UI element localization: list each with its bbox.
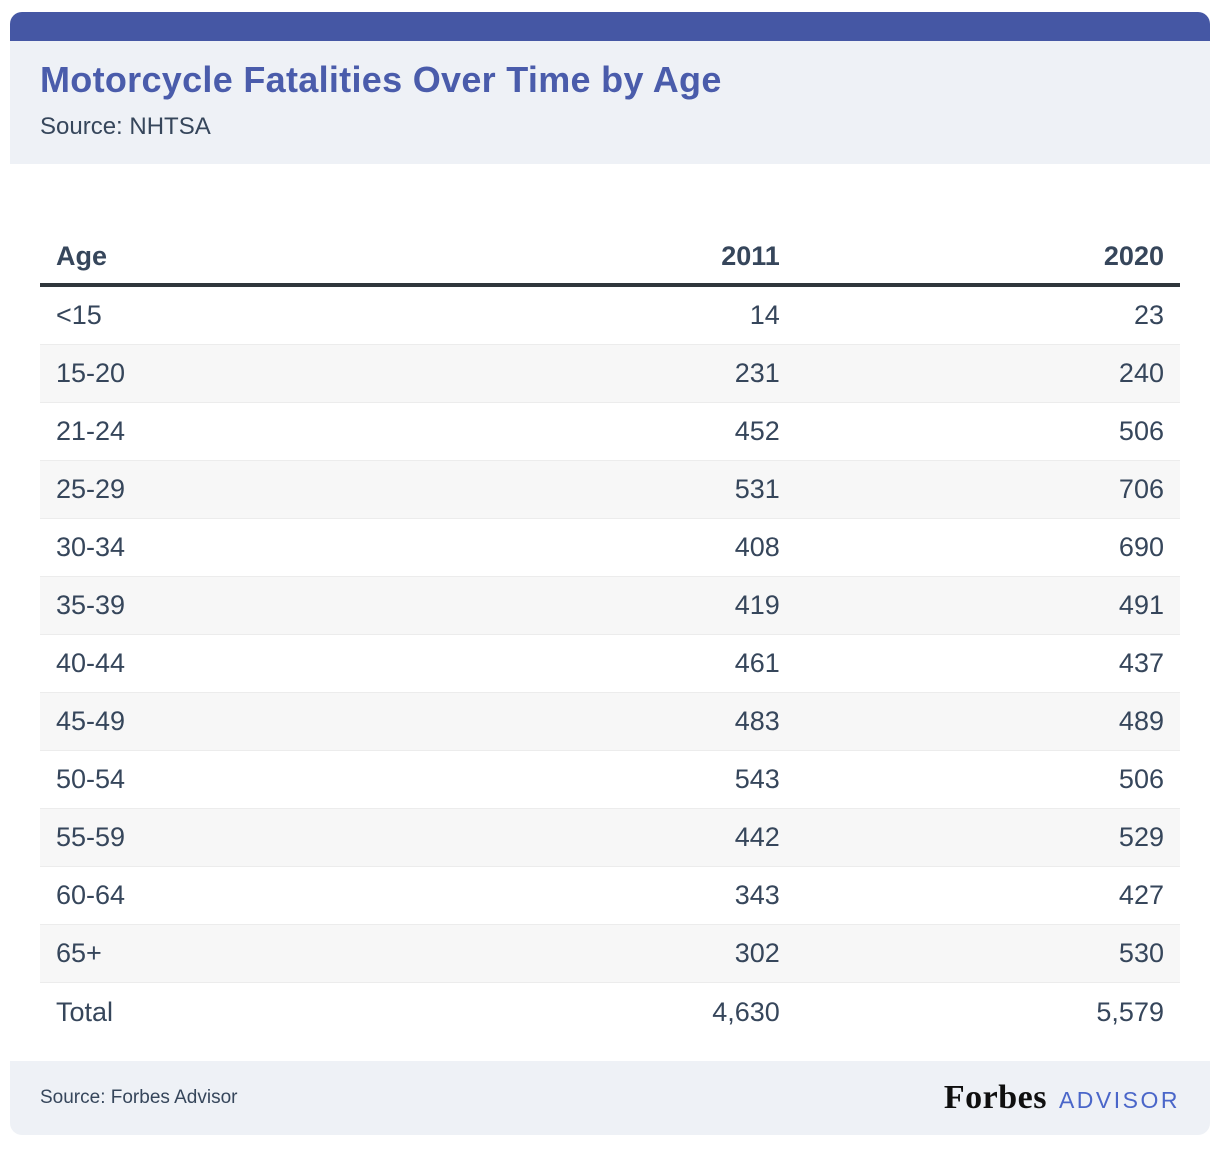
age-cell: <15: [56, 300, 102, 330]
age-cell: 60-64: [56, 880, 126, 910]
table-header-row: Age 2011 2020: [40, 229, 1180, 287]
column-header-2011: 2011: [721, 240, 780, 271]
table-row: 15-20 231 240: [40, 345, 1180, 403]
age-cell: 35-39: [56, 590, 126, 620]
forbes-advisor-logo: Forbes ADVISOR: [944, 1079, 1180, 1117]
value-2020-cell: 506: [1118, 764, 1164, 794]
value-2011-cell: 442: [734, 822, 780, 852]
table-row: 60-64 343 427: [40, 867, 1180, 925]
table-row: 35-39 419 491: [40, 577, 1180, 635]
infographic-card: Motorcycle Fatalities Over Time by Age S…: [10, 12, 1210, 1135]
age-cell: 25-29: [56, 474, 126, 504]
table-body: <15 14 23 15-20 231 240 21-24 452 506 25-29 531 706…: [40, 287, 1180, 1041]
age-cell: 15-20: [56, 358, 126, 388]
table-row: 25-29 531 706: [40, 461, 1180, 519]
value-2020-cell: 5,579: [1096, 996, 1164, 1027]
advisor-wordmark: ADVISOR: [1058, 1087, 1180, 1113]
header-accent-bar: [10, 12, 1210, 41]
table-row: <15 14 23: [40, 287, 1180, 345]
value-2011-cell: 452: [734, 416, 780, 446]
table-row: 45-49 483 489: [40, 693, 1180, 751]
fatalities-table: Age 2011 2020 <15 14 23 15-20 231 240 21-24 452…: [40, 229, 1180, 1041]
table-row: 21-24 452 506: [40, 403, 1180, 461]
value-2020-cell: 240: [1118, 358, 1164, 388]
data-source-label: Source: NHTSA: [40, 113, 211, 140]
table-row: 50-54 543 506: [40, 751, 1180, 809]
value-2011-cell: 461: [734, 648, 780, 678]
value-2011-cell: 302: [734, 938, 780, 968]
table-row: Total 4,630 5,579: [40, 983, 1180, 1041]
age-cell: 30-34: [56, 532, 126, 562]
value-2011-cell: 14: [749, 300, 780, 330]
column-header-2020: 2020: [1103, 240, 1164, 271]
value-2020-cell: 506: [1118, 416, 1164, 446]
footer-source-label: Source: Forbes Advisor: [40, 1087, 238, 1108]
column-header-age: Age: [56, 240, 108, 271]
chart-header: Motorcycle Fatalities Over Time by Age S…: [10, 41, 1210, 164]
value-2020-cell: 690: [1118, 532, 1164, 562]
table-row: 55-59 442 529: [40, 809, 1180, 867]
age-cell: 50-54: [56, 764, 126, 794]
value-2011-cell: 543: [734, 764, 780, 794]
value-2011-cell: 343: [734, 880, 780, 910]
value-2011-cell: 483: [734, 706, 780, 736]
age-cell: 65+: [56, 938, 102, 968]
value-2020-cell: 23: [1133, 300, 1164, 330]
value-2011-cell: 231: [734, 358, 780, 388]
age-cell: 21-24: [56, 416, 126, 446]
age-cell: Total: [56, 996, 114, 1027]
value-2020-cell: 491: [1118, 590, 1164, 620]
value-2020-cell: 427: [1118, 880, 1164, 910]
value-2020-cell: 529: [1118, 822, 1164, 852]
table-row: 40-44 461 437: [40, 635, 1180, 693]
value-2020-cell: 530: [1118, 938, 1164, 968]
value-2011-cell: 4,630: [712, 996, 780, 1027]
forbes-wordmark: Forbes: [943, 1079, 1047, 1116]
value-2011-cell: 408: [734, 532, 780, 562]
value-2011-cell: 531: [734, 474, 780, 504]
value-2020-cell: 437: [1118, 648, 1164, 678]
table-row: 65+ 302 530: [40, 925, 1180, 983]
table-row: 30-34 408 690: [40, 519, 1180, 577]
page-title: Motorcycle Fatalities Over Time by Age: [40, 59, 722, 100]
value-2020-cell: 706: [1118, 474, 1164, 504]
age-cell: 55-59: [56, 822, 126, 852]
chart-footer: Source: Forbes Advisor Forbes ADVISOR: [10, 1061, 1210, 1135]
value-2020-cell: 489: [1118, 706, 1164, 736]
age-cell: 40-44: [56, 648, 126, 678]
value-2011-cell: 419: [734, 590, 780, 620]
age-cell: 45-49: [56, 706, 126, 736]
